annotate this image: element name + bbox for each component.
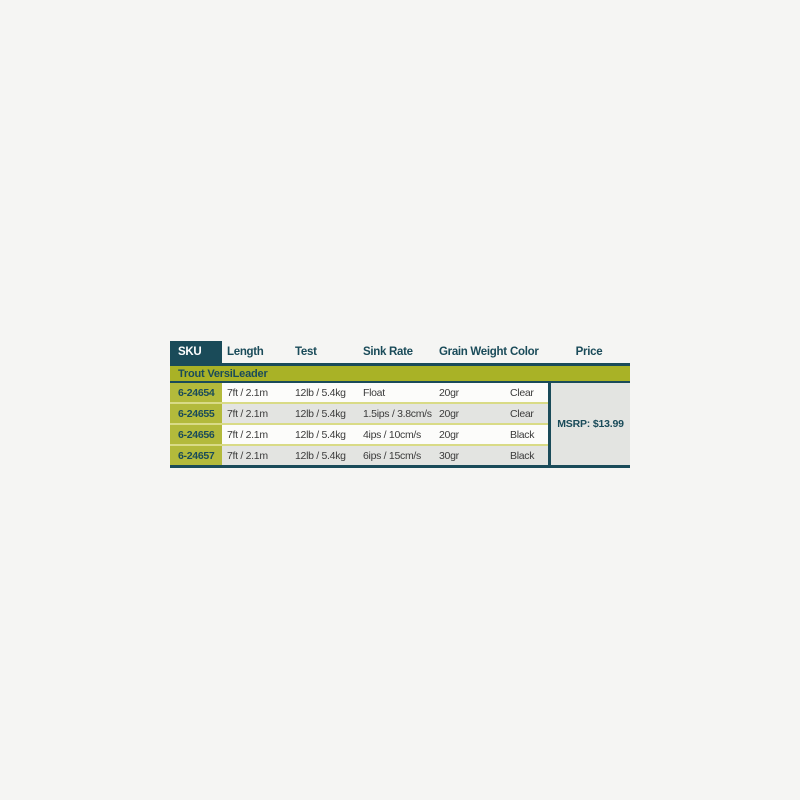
grain-weight-cell: 20gr xyxy=(439,428,459,441)
sku-cell: 6-24654 xyxy=(170,383,222,402)
test-cell: 12lb / 5.4kg xyxy=(295,407,346,420)
sink-rate-cell: 6ips / 15cm/s xyxy=(363,449,421,462)
header-cell-test: Test xyxy=(295,346,317,358)
color-cell: Clear xyxy=(510,407,534,420)
header-cell-length: Length xyxy=(227,346,264,358)
table-row: 6-24657 7ft / 2.1m 12lb / 5.4kg 6ips / 1… xyxy=(170,444,548,465)
header-divider xyxy=(170,363,630,366)
sink-rate-cell: Float xyxy=(363,386,385,399)
color-cell: Black xyxy=(510,428,535,441)
test-cell: 12lb / 5.4kg xyxy=(295,386,346,399)
color-cell: Black xyxy=(510,449,535,462)
rows-area: 6-24654 7ft / 2.1m 12lb / 5.4kg Float 20… xyxy=(170,383,548,465)
section-title: Trout VersiLeader xyxy=(178,367,268,380)
sku-cell: 6-24657 xyxy=(170,446,222,465)
table-row: 6-24656 7ft / 2.1m 12lb / 5.4kg 4ips / 1… xyxy=(170,423,548,444)
color-cell: Clear xyxy=(510,386,534,399)
header-cell-grain-weight: Grain Weight xyxy=(439,346,507,358)
length-cell: 7ft / 2.1m xyxy=(227,386,268,399)
length-cell: 7ft / 2.1m xyxy=(227,428,268,441)
bottom-border xyxy=(170,465,630,468)
msrp-price: MSRP: $13.99 xyxy=(557,418,624,430)
merged-price-cell: MSRP: $13.99 xyxy=(548,383,630,465)
table-header-row: SKU Length Test Sink Rate Grain Weight C… xyxy=(170,341,630,363)
table-row: 6-24654 7ft / 2.1m 12lb / 5.4kg Float 20… xyxy=(170,383,548,402)
sink-rate-cell: 1.5ips / 3.8cm/s xyxy=(363,407,432,420)
header-cell-sku: SKU xyxy=(170,341,222,363)
test-cell: 12lb / 5.4kg xyxy=(295,449,346,462)
table-body: 6-24654 7ft / 2.1m 12lb / 5.4kg Float 20… xyxy=(170,383,630,465)
header-cell-color: Color xyxy=(510,346,539,358)
sku-cell: 6-24655 xyxy=(170,404,222,423)
grain-weight-cell: 20gr xyxy=(439,386,459,399)
section-title-band: Trout VersiLeader xyxy=(170,366,630,381)
length-cell: 7ft / 2.1m xyxy=(227,407,268,420)
table-row: 6-24655 7ft / 2.1m 12lb / 5.4kg 1.5ips /… xyxy=(170,402,548,423)
sink-rate-cell: 4ips / 10cm/s xyxy=(363,428,421,441)
grain-weight-cell: 20gr xyxy=(439,407,459,420)
header-cell-price: Price xyxy=(575,346,603,358)
header-cell-sink-rate: Sink Rate xyxy=(363,346,413,358)
sku-cell: 6-24656 xyxy=(170,425,222,444)
test-cell: 12lb / 5.4kg xyxy=(295,428,346,441)
color-cell grain-weight-cell: 30gr xyxy=(439,449,459,462)
section-divider xyxy=(170,381,630,383)
product-spec-table: SKU Length Test Sink Rate Grain Weight C… xyxy=(170,341,630,468)
length-cell: 7ft / 2.1m xyxy=(227,449,268,462)
